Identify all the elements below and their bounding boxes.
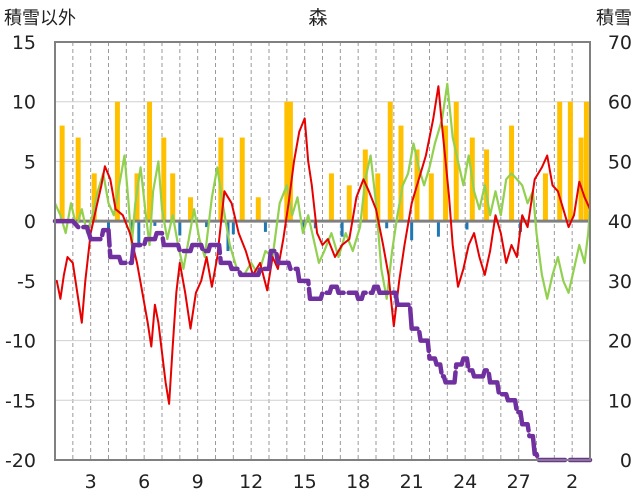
right-tick-label: 50 [608, 151, 632, 173]
right-tick-label: 10 [608, 390, 632, 412]
precip-bar [484, 149, 490, 222]
precip-bar [255, 197, 261, 222]
plot-frame [54, 41, 591, 461]
right-tick-label: 0 [620, 450, 632, 472]
x-tick-label: 27 [507, 471, 531, 493]
x-tick-label: 9 [192, 471, 204, 493]
negative-bar [137, 221, 141, 248]
precip-bar [287, 101, 293, 222]
right-axis-label: 積雪 [596, 8, 632, 29]
series-lines [52, 82, 593, 463]
negative-bar [340, 221, 344, 237]
precip-bar [114, 101, 120, 222]
purple-snow-depth-line [52, 218, 593, 463]
precip-bar [398, 125, 404, 222]
negative-bar [436, 221, 440, 237]
left-tick-label: -10 [5, 331, 36, 353]
precip-bar [161, 137, 167, 222]
left-tick-label: 10 [12, 92, 36, 114]
negative-bar [410, 221, 414, 241]
right-tick-label: 60 [608, 92, 632, 114]
precip-bar [375, 173, 381, 222]
precip-bar [583, 101, 589, 222]
x-tick-label: 3 [85, 471, 97, 493]
precip-bar [218, 137, 224, 222]
left-tick-label: -15 [5, 390, 36, 412]
left-tick-label: 0 [24, 211, 36, 233]
right-tick-label: 70 [608, 32, 632, 54]
x-tick-label: 2 [566, 471, 578, 493]
chart-title: 森 [308, 7, 327, 29]
precip-bar [91, 173, 97, 222]
precip-bar [428, 173, 434, 222]
x-tick-label: 15 [293, 471, 317, 493]
precip-bar [284, 101, 290, 222]
left-tick-label: 15 [12, 32, 36, 54]
negative-bar [385, 221, 389, 229]
precip-bar [453, 101, 459, 222]
left-tick-labels: 15 10 5 0 -5 -10 -15 -20 [5, 32, 36, 472]
precip-bar [387, 101, 393, 222]
left-axis-label: 積雪以外 [4, 8, 76, 29]
red-series-line [55, 85, 591, 405]
precip-bar [557, 101, 563, 222]
negative-bar [465, 221, 469, 230]
left-tick-label: -5 [17, 271, 36, 293]
negative-bar [263, 221, 267, 232]
precip-bar [346, 185, 352, 222]
x-tick-label: 21 [400, 471, 424, 493]
negative-bar [178, 221, 182, 236]
precip-bar [147, 101, 153, 222]
precip-bar [542, 173, 548, 222]
right-tick-labels: 70 60 50 40 30 20 10 0 [608, 32, 632, 472]
precip-bar [567, 101, 573, 222]
negative-bar [107, 221, 110, 234]
left-tick-label: -20 [5, 450, 36, 472]
precip-bar [239, 137, 245, 222]
right-tick-label: 20 [608, 331, 632, 353]
left-tick-label: 5 [24, 151, 36, 173]
precip-bar [443, 125, 449, 222]
negative-bar [231, 221, 235, 235]
precip-bar [59, 125, 65, 222]
x-tick-labels: 3 6 9 12 15 18 21 24 27 2 [85, 471, 579, 493]
x-tick-label: 24 [453, 471, 477, 493]
x-tick-label: 6 [138, 471, 150, 493]
negative-bar [153, 221, 157, 226]
precip-bar [328, 173, 334, 222]
precip-bar [578, 137, 584, 222]
x-tick-label: 12 [239, 471, 263, 493]
precip-bar [75, 137, 81, 222]
x-tick-label: 18 [346, 471, 370, 493]
right-tick-label: 30 [608, 271, 632, 293]
negative-bar [205, 221, 209, 228]
green-series-line [53, 82, 592, 300]
precip-bar [170, 173, 176, 222]
precip-bar [188, 197, 194, 222]
right-tick-label: 40 [608, 211, 632, 233]
negative-bar [301, 221, 305, 230]
